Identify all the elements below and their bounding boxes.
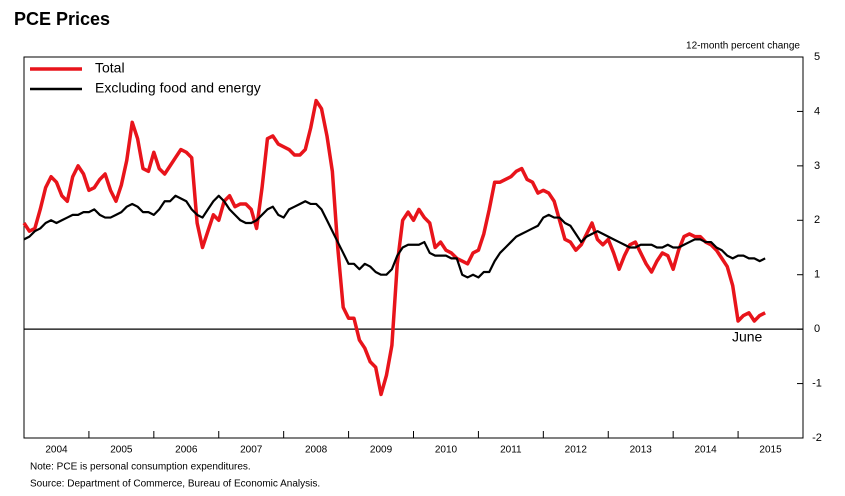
y-tick-label: -1	[812, 377, 822, 389]
y-tick-label: 1	[814, 269, 820, 281]
x-tick-label: 2005	[110, 445, 133, 456]
y-tick-label: 5	[814, 51, 820, 63]
x-tick-label: 2015	[759, 445, 782, 456]
series-line	[23, 194, 766, 279]
y-axis-label: 12-month percent change	[686, 41, 800, 52]
x-tick-label: 2004	[45, 445, 68, 456]
note: Note: PCE is personal consumption expend…	[30, 462, 251, 473]
x-tick-label: 2006	[175, 445, 198, 456]
x-tick-label: 2010	[435, 445, 458, 456]
x-tick-label: 2012	[565, 445, 588, 456]
y-tick-label: 4	[814, 105, 820, 117]
x-tick-label: 2009	[370, 445, 393, 456]
y-tick-label: -2	[812, 432, 822, 444]
x-tick-label: 2008	[305, 445, 328, 456]
x-tick-label: 2007	[240, 445, 263, 456]
x-tick-label: 2013	[630, 445, 653, 456]
y-tick-label: 0	[814, 323, 820, 335]
legend-label: Total	[95, 60, 125, 76]
y-tick-label: 3	[814, 160, 820, 172]
chart-title: PCE Prices	[14, 9, 110, 29]
source: Source: Department of Commerce, Bureau o…	[30, 479, 320, 490]
x-tick-label: 2014	[695, 445, 718, 456]
series-line	[22, 98, 766, 397]
annotation: June	[732, 329, 763, 345]
x-tick-label: 2011	[500, 445, 522, 456]
plot-frame	[23, 56, 804, 439]
y-tick-label: 2	[814, 214, 820, 226]
legend-label: Excluding food and energy	[95, 80, 261, 96]
